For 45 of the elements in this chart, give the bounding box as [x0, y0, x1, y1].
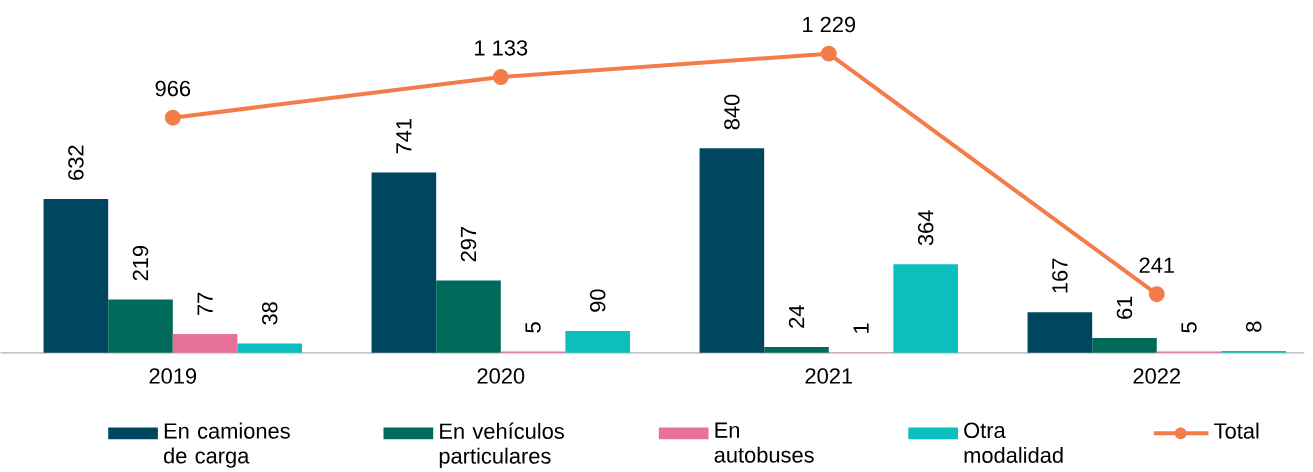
data-label: 8	[1245, 321, 1262, 332]
data-label: 241	[1139, 257, 1174, 273]
data-label: 38	[261, 302, 278, 325]
data-label: 77	[197, 292, 213, 315]
data-label: 840	[724, 94, 740, 130]
bar	[108, 299, 173, 353]
point	[1148, 286, 1165, 303]
bar	[371, 172, 437, 353]
data-label: 5	[525, 322, 541, 333]
x-tick-label: 2021	[805, 368, 853, 384]
legend-label: En autobuses	[714, 422, 814, 463]
data-label: 1	[853, 323, 869, 333]
point	[164, 109, 181, 126]
data-label: 364	[917, 210, 934, 246]
data-label: 1 133	[475, 40, 528, 56]
bar	[43, 198, 109, 353]
bar	[893, 264, 958, 353]
bar	[1027, 312, 1093, 353]
legend-label: En vehículos particulares	[439, 422, 564, 469]
bar	[237, 343, 303, 353]
bar	[764, 346, 829, 353]
x-tick-label: 2019	[149, 368, 197, 384]
legend-label: Otra modalidad	[964, 422, 1063, 463]
legend-label: En camiones de carga	[163, 422, 290, 468]
bar	[565, 330, 630, 353]
point	[492, 69, 509, 85]
bar	[1092, 337, 1157, 353]
data-label: 167	[1052, 258, 1068, 293]
x-tick-label: 2020	[477, 368, 525, 384]
point	[820, 45, 837, 62]
legend-label: Total	[1214, 422, 1259, 439]
data-label: 966	[155, 80, 191, 97]
data-label: 632	[68, 145, 84, 180]
data-label: 24	[788, 305, 805, 328]
data-label: 90	[589, 289, 606, 312]
data-label: 61	[1116, 296, 1133, 319]
bar	[172, 334, 238, 353]
data-label: 1 229	[803, 16, 856, 33]
data-label: 297	[460, 227, 477, 262]
data-label: 219	[132, 245, 149, 281]
bar	[436, 280, 501, 353]
bar	[699, 148, 765, 353]
data-label: 741	[396, 118, 412, 154]
x-tick-label: 2022	[1133, 368, 1180, 384]
data-label: 5	[1181, 322, 1197, 333]
